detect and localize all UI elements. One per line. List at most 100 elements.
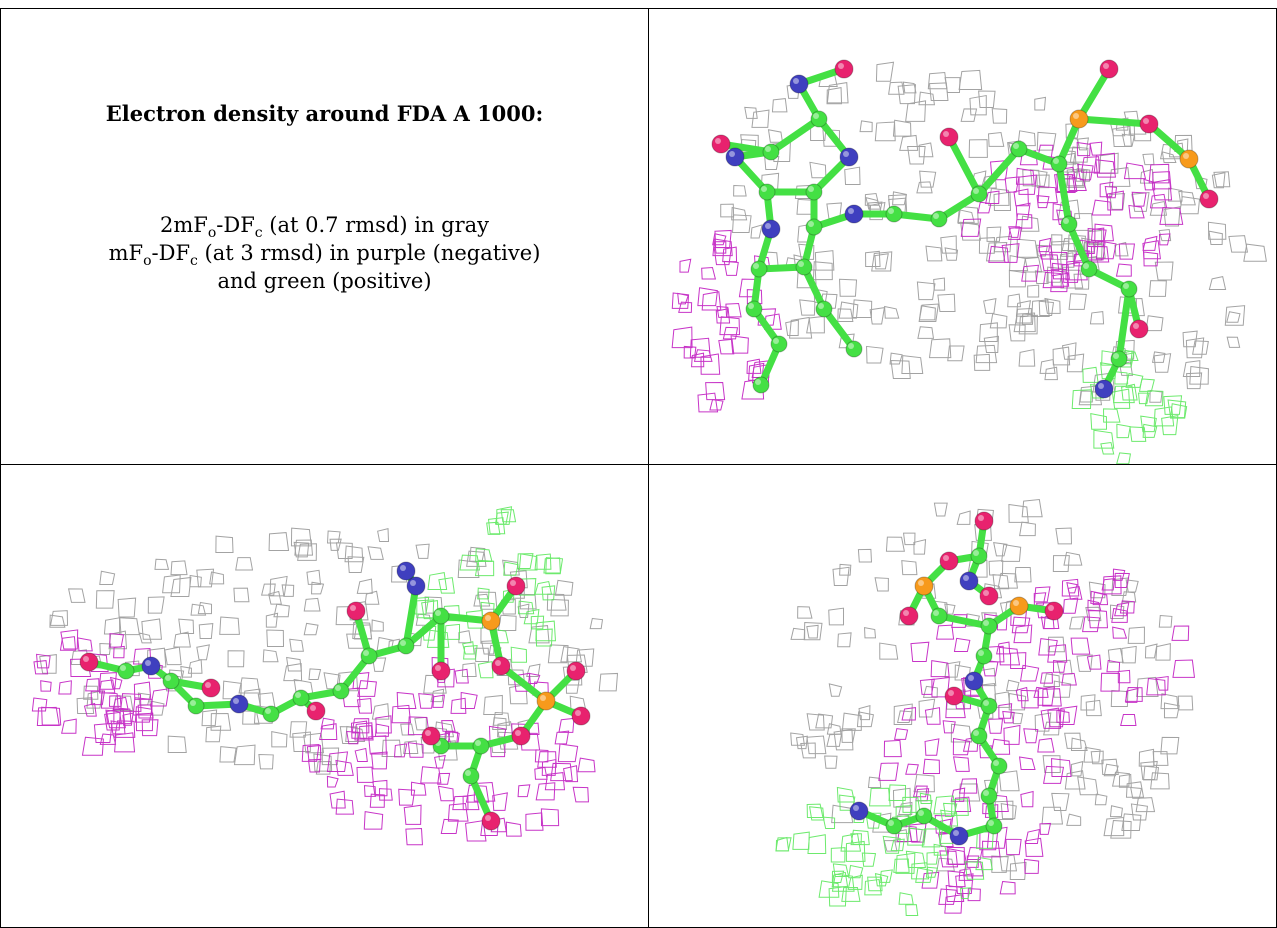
table-border-middle <box>0 464 1277 465</box>
atom <box>914 576 934 596</box>
density-mesh-cell <box>689 337 711 358</box>
atom <box>885 205 903 223</box>
density-mesh-cell <box>180 665 192 678</box>
density-mesh-cell <box>839 563 852 576</box>
density-mesh-cell <box>709 399 724 411</box>
density-mesh-cell <box>1008 269 1027 288</box>
atom-highlight <box>813 113 819 119</box>
atom <box>980 787 998 805</box>
density-mesh-cell <box>477 661 494 679</box>
atom <box>990 757 1008 775</box>
molecule-render-3 <box>775 499 1196 917</box>
density-mesh-cell <box>826 723 842 735</box>
atom <box>849 801 869 821</box>
density-mesh-cell <box>393 743 408 758</box>
density-mesh-cell <box>1131 191 1147 207</box>
atom-highlight <box>83 656 89 662</box>
atom-highlight <box>838 63 844 69</box>
density-mesh-cell <box>1106 659 1121 673</box>
atom-highlight <box>435 665 441 671</box>
density-mesh-cell <box>315 761 331 775</box>
density-mesh-cell <box>714 229 732 248</box>
density-mesh-cell <box>77 637 93 652</box>
atom-highlight <box>1098 383 1104 389</box>
density-mesh-cell <box>723 260 739 276</box>
density-mesh-cell <box>1110 819 1132 839</box>
density-mesh-cell <box>940 235 957 254</box>
density-mesh-cell <box>565 679 580 694</box>
density-mesh-cell <box>219 746 237 763</box>
density-mesh-cell <box>103 617 121 635</box>
density-mesh-cell <box>1021 499 1043 518</box>
density-mesh-cell <box>1003 724 1021 745</box>
density-mesh-cell <box>927 71 948 90</box>
density-mesh-cell <box>1086 654 1102 670</box>
density-mesh-cell <box>1061 262 1080 283</box>
density-mesh-cell <box>1020 215 1040 232</box>
bond <box>1055 160 1073 228</box>
atom <box>397 637 415 655</box>
density-mesh-cell <box>534 580 553 595</box>
density-mesh-cell <box>1070 637 1091 655</box>
density-mesh-cell <box>534 766 548 780</box>
density-mesh-cell <box>978 90 996 108</box>
density-mesh-cell <box>49 614 66 628</box>
density-mesh-cell <box>1018 174 1037 195</box>
density-mesh-cell <box>391 704 412 724</box>
density-mesh-cell <box>993 542 1008 557</box>
density-mesh-cell <box>1102 575 1122 595</box>
density-mesh-cell <box>356 697 373 714</box>
density-mesh-cell <box>790 627 806 640</box>
gray-density-mesh <box>720 61 1106 379</box>
table-border-center <box>648 8 649 928</box>
atom <box>834 59 854 79</box>
density-mesh-cell <box>1016 238 1039 258</box>
density-mesh-cell <box>1121 813 1142 831</box>
density-mesh-cell <box>550 762 573 782</box>
atom-highlight <box>903 610 909 616</box>
density-mesh-cell <box>83 702 97 717</box>
density-mesh-cell <box>924 738 940 756</box>
density-mesh-cell <box>1027 284 1040 298</box>
density-mesh-cell <box>461 662 477 678</box>
purple-density-mesh <box>998 568 1196 728</box>
density-mesh-cell <box>562 765 579 783</box>
density-mesh-cell <box>528 625 550 644</box>
density-mesh-cell <box>138 632 152 644</box>
density-mesh-cell <box>1076 141 1091 157</box>
atom-highlight <box>205 682 211 688</box>
density-mesh-cell <box>888 81 905 95</box>
bond <box>820 305 858 353</box>
density-mesh-cell <box>1125 579 1139 593</box>
density-mesh-cell <box>1103 816 1125 837</box>
density-mesh-cell <box>1148 280 1167 297</box>
density-mesh-cell <box>912 785 928 798</box>
density-mesh-cell <box>871 251 893 272</box>
density-mesh-cell <box>290 527 312 547</box>
density-mesh-cell <box>988 718 1004 734</box>
density-mesh-cell <box>1151 351 1166 363</box>
density-mesh-cell <box>818 880 840 898</box>
density-mesh-cell <box>1109 167 1131 187</box>
density-mesh-cell <box>530 615 545 630</box>
density-mesh-cell <box>523 608 540 625</box>
density-mesh-cell <box>49 610 69 626</box>
density-mesh-cell <box>1059 252 1075 268</box>
density-mesh-cell <box>1142 235 1158 251</box>
density-mesh-cell <box>1155 642 1171 661</box>
density-mesh-cell <box>1021 264 1040 282</box>
density-mesh-cell <box>1015 167 1035 185</box>
atom <box>1129 319 1149 339</box>
density-mesh-cell <box>850 833 862 845</box>
density-mesh-cell <box>59 636 77 651</box>
density-mesh-cell <box>958 69 983 90</box>
density-mesh-cell <box>867 776 882 789</box>
density-mesh-cell <box>268 590 282 605</box>
density-mesh-cell <box>844 166 861 186</box>
density-mesh-cell <box>1001 243 1020 263</box>
density-mesh-cell <box>371 619 384 632</box>
density-mesh-cell <box>1158 233 1171 246</box>
density-mesh-cell <box>438 577 456 594</box>
atom-highlight <box>1133 323 1139 329</box>
density-mesh-cell <box>1009 861 1027 880</box>
